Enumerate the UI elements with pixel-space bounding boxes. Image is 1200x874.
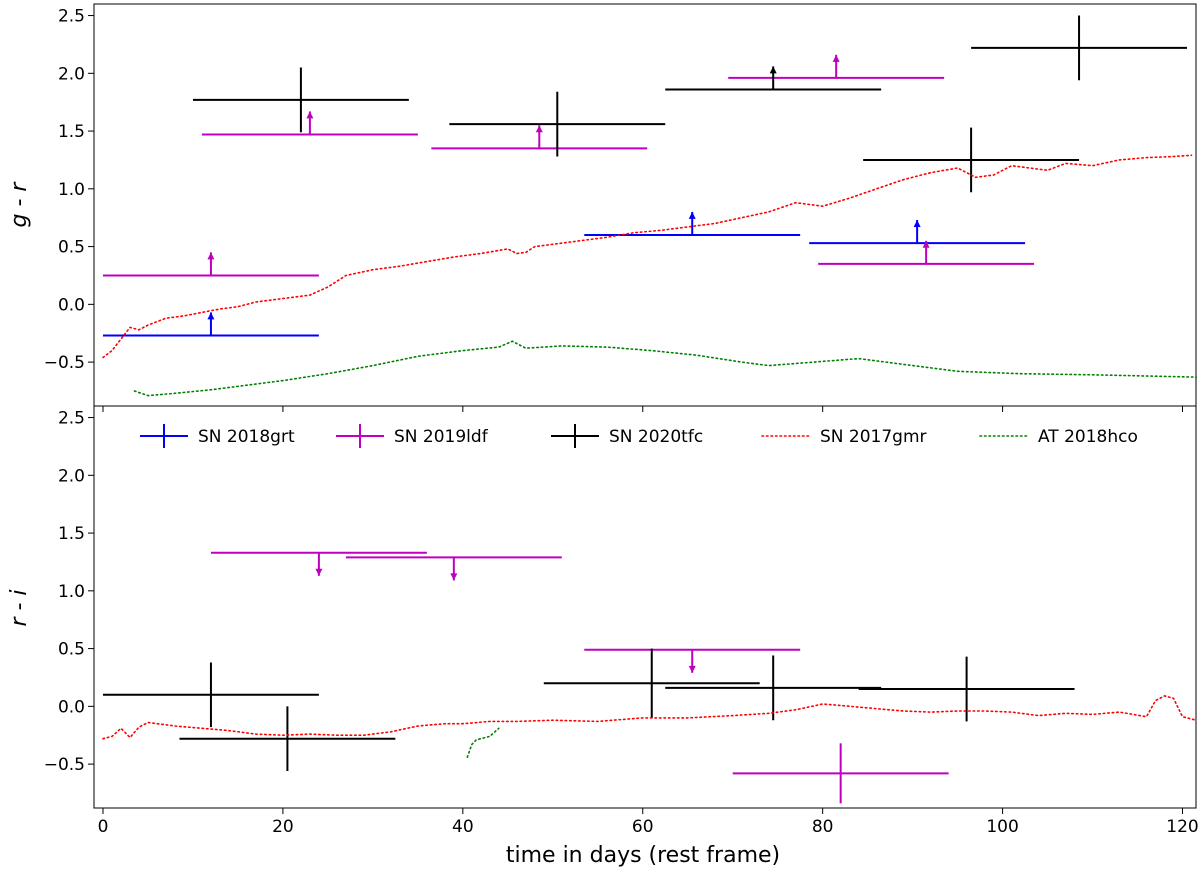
sn-2020tfc-point <box>449 91 666 157</box>
y-tick-label: 0.5 <box>58 640 85 660</box>
y-tick-label: 0.0 <box>58 295 85 315</box>
sn-2019ldf-arrowhead <box>207 252 215 260</box>
sn-2019ldf-point <box>728 54 945 79</box>
y-tick-label: −0.5 <box>44 353 85 373</box>
sn-2019ldf-point <box>732 743 949 804</box>
x-tick-label: 40 <box>452 817 474 837</box>
x-tick-label: 0 <box>98 817 109 837</box>
legend-label: SN 2017gmr <box>820 427 927 447</box>
sn-2018grt-point <box>102 312 319 337</box>
sn-2020tfc-point <box>858 656 1075 722</box>
legend-label: AT 2018hco <box>1038 427 1138 447</box>
legend-label: SN 2020tfc <box>609 427 703 447</box>
y-tick-label: 0.0 <box>58 697 85 717</box>
sn-2019ldf-arrowhead <box>315 568 323 576</box>
y-tick-label: 1.5 <box>58 122 85 142</box>
sn-2020tfc-point <box>665 655 882 721</box>
y-tick-label: 1.0 <box>58 180 85 200</box>
at-2018hco-curve <box>466 727 500 759</box>
legend-entry-sn-2017gmr: SN 2017gmr <box>761 427 927 447</box>
bottom-panel-r-minus-i: −0.5 0.0 0.5 1.0 1.5 2.0 2.5 0 20 40 60 80 100 120 <box>44 405 1199 837</box>
sn-2020tfc-point <box>192 67 409 133</box>
y-tick-label: 2.0 <box>58 466 85 486</box>
y-tick-label: 2.5 <box>58 409 85 429</box>
sn-2019ldf-point <box>345 556 562 581</box>
legend-label: SN 2019ldf <box>394 427 489 447</box>
sn-2020tfc-point <box>179 706 396 772</box>
y-axis-label-bottom: r - i <box>7 589 32 626</box>
sn-2020tfc-point <box>102 662 319 728</box>
sn-2017gmr-curve <box>102 154 1193 359</box>
y-tick-label: −0.5 <box>44 755 85 775</box>
sn-2018grt-point <box>584 211 801 237</box>
x-tick-label: 100 <box>986 817 1018 837</box>
x-tick-label: 20 <box>272 817 294 837</box>
sn-2020tfc-point <box>665 66 882 91</box>
sn-2019ldf-arrowhead <box>450 573 458 581</box>
sn-2019ldf-arrowhead <box>832 54 840 62</box>
at-2018hco-curve <box>133 340 1197 397</box>
sn-2017gmr-curve <box>102 695 1197 740</box>
y-axis-label-top: g - r <box>7 181 32 228</box>
legend-entry-sn-2019ldf: SN 2019ldf <box>336 424 489 448</box>
sn-2018grt-arrowhead <box>688 211 696 219</box>
sn-2018grt-arrowhead <box>913 220 921 228</box>
y-tick-label: 2.0 <box>58 64 85 84</box>
sn-2019ldf-point <box>818 240 1035 265</box>
sn-2020tfc-point <box>971 15 1188 81</box>
sn-2019ldf-arrowhead <box>688 665 696 673</box>
sn-2019ldf-point <box>201 111 418 136</box>
x-tick-label: 80 <box>812 817 834 837</box>
sn-2020tfc-point <box>863 127 1080 193</box>
panel-frame <box>93 3 1197 407</box>
legend-entry-at-2018hco: AT 2018hco <box>979 427 1138 447</box>
x-tick-label: 60 <box>632 817 654 837</box>
x-axis-label: time in days (rest frame) <box>506 843 780 868</box>
legend-label: SN 2018grt <box>198 427 295 447</box>
sn-2019ldf-arrowhead <box>922 240 930 248</box>
sn-2019ldf-point <box>102 252 319 277</box>
y-tick-label: 1.5 <box>58 524 85 544</box>
legend: SN 2018grt SN 2019ldf SN 2020tfc SN 2017gmr… <box>140 424 1138 448</box>
top-panel-g-minus-r: −0.5 0.0 0.5 1.0 1.5 2.0 2.5 <box>44 3 1197 412</box>
sn-2020tfc-point <box>543 648 760 718</box>
x-tick-label: 120 <box>1166 817 1198 837</box>
sn-2019ldf-point <box>210 551 427 576</box>
panel-frame <box>93 405 1197 809</box>
sn-2019ldf-point <box>431 125 648 150</box>
legend-entry-sn-2018grt: SN 2018grt <box>140 424 295 448</box>
y-tick-label: 0.5 <box>58 238 85 258</box>
sn-2018grt-arrowhead <box>207 312 215 320</box>
y-tick-label: 2.5 <box>58 7 85 27</box>
sn-2019ldf-arrowhead <box>535 125 543 133</box>
sn-2020tfc-arrowhead <box>769 66 777 74</box>
sn-2018grt-point <box>809 220 1026 245</box>
y-tick-label: 1.0 <box>58 582 85 602</box>
legend-entry-sn-2020tfc: SN 2020tfc <box>551 424 703 448</box>
sn-2019ldf-point <box>584 648 801 673</box>
sn-2019ldf-arrowhead <box>306 111 314 119</box>
